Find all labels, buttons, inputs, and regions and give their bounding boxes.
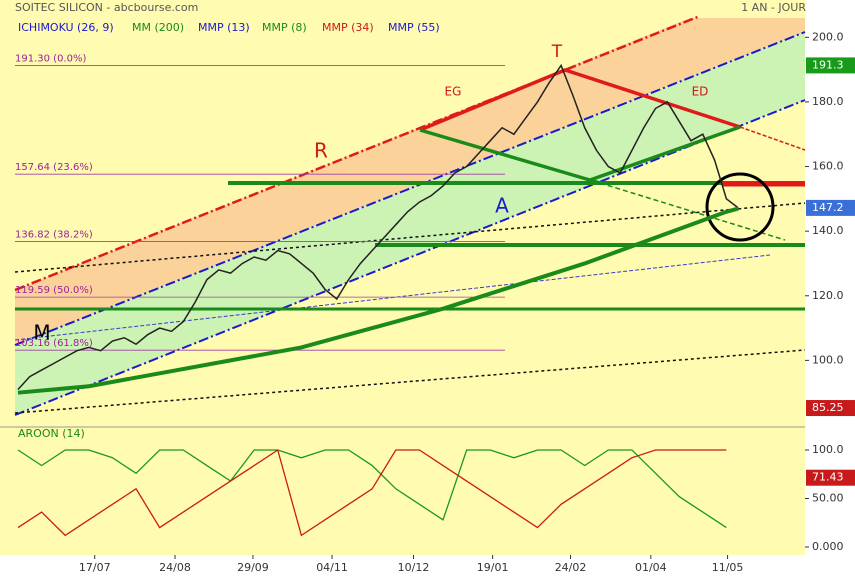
y-tick-label: 200.0 [812,30,844,43]
x-tick-label: 11/05 [712,561,744,574]
annotation: T [551,42,563,62]
highlight-circle [705,172,775,242]
aroon-line [17,449,727,529]
channel-green [15,32,805,415]
y-tick-label: 160.0 [812,160,844,173]
y-tick-label: 100.0 [812,443,844,456]
legend-entry: MMP (8) [262,21,307,34]
price-label: 85.25 [812,401,844,414]
period: 1 AN - JOUR [741,1,806,14]
price-label-box [806,469,855,486]
fib-label: 157.64 (23.6%) [15,162,93,173]
price-label-box [806,199,855,216]
annotation: M [33,321,50,345]
legend-entry: ICHIMOKU (26, 9) [18,21,114,34]
trend-line [14,254,771,341]
trend-line [14,14,701,292]
chart-title: SOITEC SILICON - abcbourse.com [15,1,198,14]
annotation: R [314,139,328,163]
moving-average [17,206,739,395]
x-tick-label: 10/12 [398,561,430,574]
x-tick-label: 17/07 [79,561,111,574]
aroon-line [17,448,727,537]
price-label: 147.2 [812,201,844,214]
annotation: A [495,194,509,218]
trend-line [14,349,806,414]
price-label-box [806,400,855,417]
pattern-line [419,68,741,132]
legend-entry: MMP (55) [388,21,440,34]
price-label: 191.3 [812,58,844,71]
x-tick-label: 19/01 [477,561,509,574]
annotation: ED [692,85,709,99]
legend-entry: MMP (13) [198,21,250,34]
y-tick-label: 180.0 [812,95,844,108]
fib-label: 136.82 (38.2%) [15,229,93,240]
pattern-line [739,126,806,151]
x-tick-label: 24/02 [555,561,587,574]
x-tick-label: 04/11 [316,561,348,574]
y-tick-label: 100.0 [812,353,844,366]
legend-entry: MMP (34) [322,21,374,34]
annotation: EG [445,85,462,99]
pattern-line [599,182,786,241]
fib-label: 119.59 (50.0%) [15,285,93,296]
date-area [0,555,855,580]
y-tick-label: 50.00 [812,492,844,505]
x-tick-label: 01/04 [635,561,667,574]
price-label: 71.43 [812,471,844,484]
trend-line [14,31,806,346]
fib-label: 191.30 (0.0%) [15,53,86,64]
pattern-line [419,128,601,185]
trend-line [14,202,806,273]
legend-entry: MM (200) [132,21,184,34]
y-tick-label: 140.0 [812,224,844,237]
fib-label: 103.16 (61.8%) [15,338,93,349]
pattern-line [589,125,741,182]
price-line [17,63,739,390]
price-label-box [806,57,855,74]
y-tick-label: 0.000 [812,540,844,553]
x-tick-label: 24/08 [159,561,191,574]
y-tick-label: 120.0 [812,289,844,302]
trend-line [14,99,806,416]
x-tick-label: 29/09 [237,561,269,574]
panel-title: AROON (14) [18,427,85,440]
